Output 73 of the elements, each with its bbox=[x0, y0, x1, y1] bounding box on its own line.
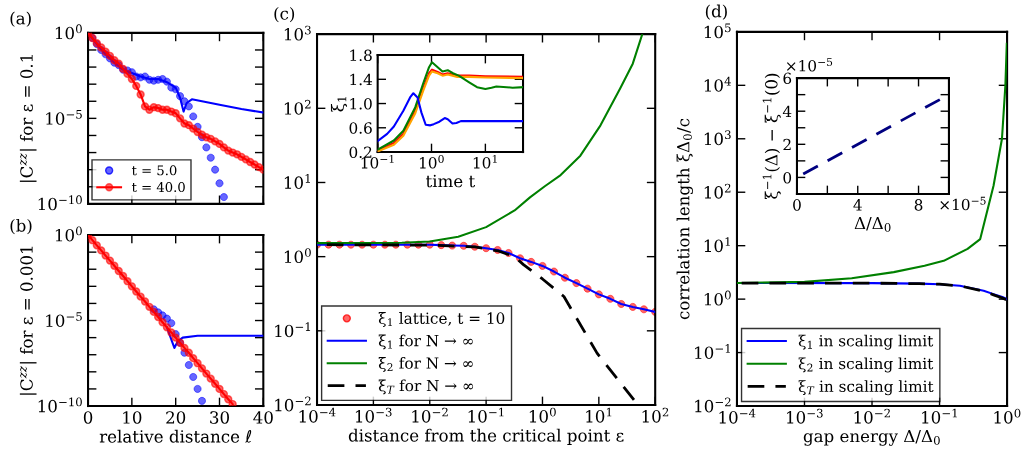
x-tick-label: 10$^{−3}$ bbox=[787, 408, 823, 424]
x-tick-label: 10$^{−1}$ bbox=[922, 408, 957, 424]
y-tick-label: 10$^{−10}$ bbox=[38, 195, 82, 211]
x-tick-label: 20 bbox=[166, 411, 186, 424]
x-tick-label: 0 bbox=[83, 411, 93, 424]
x-tick-label: 10$^{0}$ bbox=[419, 154, 444, 169]
annotation: ×10$^{−5}$ bbox=[940, 196, 986, 211]
y-tick-label: 10$^{2}$ bbox=[704, 183, 731, 199]
x-tick-label: 30 bbox=[210, 411, 229, 424]
x-tick-label: 10$^{0}$ bbox=[529, 407, 556, 423]
y-tick-label: 10$^{1}$ bbox=[704, 237, 730, 253]
chart-title: (c) bbox=[274, 6, 295, 23]
annotation: ×10$^{−5}$ bbox=[786, 57, 833, 72]
y-axis-title: |C$^{zz}$| for ε = 0.001 bbox=[19, 246, 37, 395]
y-tick-label: 10$^{−1}$ bbox=[275, 322, 311, 338]
y-tick-label: 0 bbox=[783, 171, 792, 184]
y-tick-label: 10$^{4}$ bbox=[704, 76, 731, 92]
x-tick-label: 10$^{1}$ bbox=[473, 154, 497, 169]
y-tick-label: 10$^{1}$ bbox=[284, 173, 310, 189]
legend-label: ξ$_{1}$ lattice, t = 10 bbox=[378, 312, 505, 327]
y-axis-title: ξ$^{−1}$(Δ) − ξ$^{−1}$(0) bbox=[762, 73, 781, 199]
legend-label: ξ$_{T}$ for N → ∞ bbox=[378, 379, 474, 395]
x-tick-label: 10$^{0}$ bbox=[994, 408, 1021, 424]
x-tick-label: 10$^{1}$ bbox=[586, 407, 612, 423]
y-tick-label: 10$^{−10}$ bbox=[38, 397, 82, 413]
legend-label: t = 5.0 bbox=[131, 165, 177, 176]
x-tick-label: 10$^{−3}$ bbox=[355, 407, 392, 423]
y-tick-label: 10$^{2}$ bbox=[284, 99, 311, 115]
x-axis-title: distance from the critical point ε bbox=[348, 428, 624, 445]
y-tick-label: 1.0 bbox=[350, 98, 372, 110]
x-tick-label: 10$^{−2}$ bbox=[412, 407, 448, 423]
y-tick-label: 0.6 bbox=[349, 122, 372, 134]
x-axis-title: gap energy Δ/Δ$_{0}$ bbox=[803, 429, 940, 446]
y-tick-label: 10$^{0}$ bbox=[284, 248, 311, 264]
x-tick-label: 8 bbox=[914, 199, 923, 211]
x-axis-title: relative distance ℓ bbox=[99, 429, 252, 443]
y-axis-title: ξ$_{1}$ bbox=[330, 97, 348, 112]
y-tick-label: 10$^{0}$ bbox=[55, 226, 82, 242]
chart-title: (a) bbox=[10, 11, 31, 27]
y-tick-label: 10$^{−5}$ bbox=[46, 110, 82, 125]
legend-label: ξ$_{1}$ in scaling limit bbox=[798, 334, 934, 350]
x-tick-label: 4 bbox=[853, 199, 862, 211]
y-tick-label: 10$^{−1}$ bbox=[695, 344, 730, 360]
x-axis-title: Δ/Δ$_{0}$ bbox=[854, 216, 891, 232]
x-tick-label: 10$^{2}$ bbox=[642, 407, 669, 423]
y-axis-title: |C$^{zz}$| for ε = 0.1 bbox=[19, 55, 37, 182]
legend-label: ξ$_{T}$ in scaling limit bbox=[798, 380, 934, 396]
y-tick-label: 10$^{−5}$ bbox=[46, 312, 82, 327]
y-tick-label: 1.4 bbox=[350, 73, 373, 86]
legend-label: ξ$_{1}$ for N → ∞ bbox=[378, 334, 473, 350]
legend-label: ξ$_{2}$ for N → ∞ bbox=[378, 357, 473, 372]
y-tick-label: 10$^{3}$ bbox=[704, 130, 731, 146]
y-tick-label: 6 bbox=[783, 72, 792, 85]
y-axis-title: correlation length ξΔ$_{0}$/c bbox=[676, 118, 693, 320]
x-tick-label: 10$^{−1}$ bbox=[468, 407, 504, 423]
y-tick-label: 2 bbox=[783, 138, 791, 151]
legend-label: t = 40.0 bbox=[131, 182, 185, 193]
x-tick-label: 10$^{−2}$ bbox=[854, 408, 890, 424]
y-tick-label: 10$^{0}$ bbox=[55, 24, 82, 40]
x-axis-title: time t bbox=[425, 174, 476, 188]
legend-label: ξ$_{2}$ in scaling limit bbox=[798, 357, 934, 373]
x-tick-label: 0 bbox=[793, 199, 801, 211]
y-tick-label: 10$^{3}$ bbox=[284, 25, 311, 41]
y-tick-label: 4 bbox=[782, 105, 792, 118]
y-tick-label: 10$^{5}$ bbox=[704, 23, 731, 39]
chart-title: (b) bbox=[10, 218, 32, 235]
x-tick-label: 40 bbox=[253, 411, 273, 424]
x-tick-label: 10 bbox=[123, 411, 142, 424]
chart-title: (d) bbox=[705, 4, 727, 20]
y-tick-label: 1.8 bbox=[350, 49, 372, 62]
x-tick-label: 10$^{−4}$ bbox=[719, 408, 756, 424]
x-tick-label: 10$^{−4}$ bbox=[299, 407, 336, 423]
y-tick-label: 10$^{0}$ bbox=[704, 290, 731, 306]
